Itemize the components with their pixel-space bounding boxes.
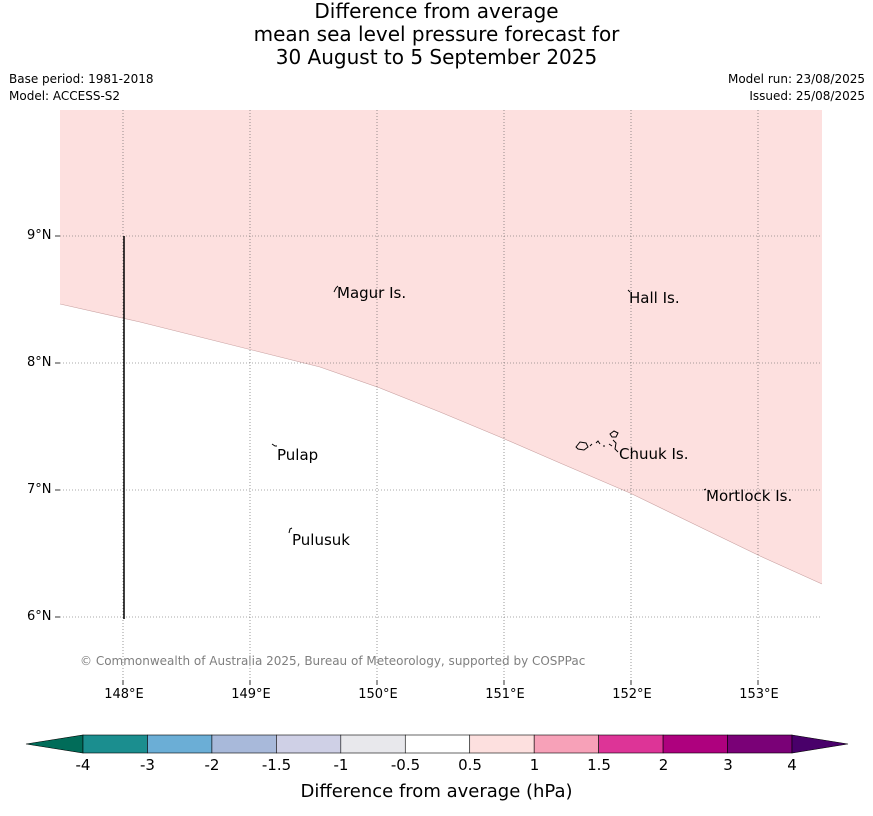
colorbar (25, 734, 849, 754)
colorbar-segment (340, 734, 406, 754)
colorbar-title: Difference from average (hPa) (300, 781, 573, 802)
lat-label-9n: 9°N (27, 228, 52, 243)
colorbar-segment (147, 734, 213, 754)
place-magur: Magur Is. (337, 284, 407, 302)
model-run: Model run: 23/08/2025 (727, 72, 865, 86)
colorbar-tick: 2 (658, 756, 669, 774)
hall-island-shape (627, 289, 631, 293)
pulap-island-shape (271, 443, 277, 447)
map-title: Difference from average mean sea level p… (0, 0, 873, 69)
place-hall: Hall Is. (629, 289, 680, 307)
place-mortlock: Mortlock Is. (706, 487, 793, 505)
copyright-notice: © Commonwealth of Australia 2025, Bureau… (80, 654, 586, 668)
anomaly-contour (59, 303, 823, 585)
colorbar-segment (598, 734, 664, 754)
tick-marks (55, 235, 759, 685)
gridlines (60, 110, 822, 680)
colorbar-segment (404, 734, 471, 754)
lon-label-150e: 150°E (358, 687, 398, 702)
title-line-2: mean sea level pressure forecast for (253, 22, 620, 46)
colorbar-tick: 3 (723, 756, 733, 774)
place-pulusuk: Pulusuk (292, 531, 350, 549)
meta-right: Model run: 23/08/2025 Issued: 25/08/2025 (728, 71, 865, 105)
colorbar-under-triangle (25, 734, 84, 754)
mortlock-island-shape (703, 488, 707, 491)
colorbar-segment (662, 734, 728, 754)
place-chuuk: Chuuk Is. (619, 445, 689, 463)
model-name: Model: ACCESS-S2 (9, 89, 121, 103)
base-period: Base period: 1981-2018 (9, 72, 154, 86)
lat-label-8n: 8°N (27, 355, 52, 370)
issued-date: Issued: 25/08/2025 (749, 89, 865, 103)
colorbar-over-triangle (791, 734, 849, 754)
place-pulap: Pulap (277, 446, 319, 464)
island-outlines (271, 285, 707, 534)
lon-label-153e: 153°E (739, 687, 779, 702)
colorbar-segment (211, 734, 277, 754)
colorbar-segment (469, 734, 535, 754)
colorbar-tick: -1.5 (261, 756, 292, 774)
pulusuk-island-shape (288, 527, 293, 534)
lat-label-7n: 7°N (27, 482, 52, 497)
colorbar-tick: -3 (140, 756, 155, 774)
meta-left: Base period: 1981-2018 Model: ACCESS-S2 (9, 71, 154, 105)
title-line-3: 30 August to 5 September 2025 (275, 45, 598, 69)
title-line-1: Difference from average (314, 0, 559, 23)
colorbar-tick: 0.5 (458, 756, 482, 774)
colorbar-tick: -1 (333, 756, 349, 774)
chuuk-island-shapes (575, 430, 619, 453)
colorbar-segment (82, 734, 148, 754)
colorbar-tick: 4 (787, 756, 797, 774)
lon-label-148e: 148°E (104, 687, 144, 702)
colorbar-tick: 1.5 (587, 756, 611, 774)
anomaly-region (60, 110, 822, 584)
lon-label-149e: 149°E (231, 687, 271, 702)
magur-island-shape (333, 285, 339, 293)
lon-label-151e: 151°E (485, 687, 525, 702)
lon-label-152e: 152°E (612, 687, 652, 702)
colorbar-segment (276, 734, 342, 754)
colorbar-tick: 1 (529, 756, 540, 774)
colorbar-segment (533, 734, 599, 754)
colorbar-tick: -2 (204, 756, 220, 774)
colorbar-tick: -4 (75, 756, 91, 774)
lat-label-6n: 6°N (27, 609, 52, 624)
colorbar-segment (727, 734, 793, 754)
colorbar-tick: -0.5 (390, 756, 421, 774)
